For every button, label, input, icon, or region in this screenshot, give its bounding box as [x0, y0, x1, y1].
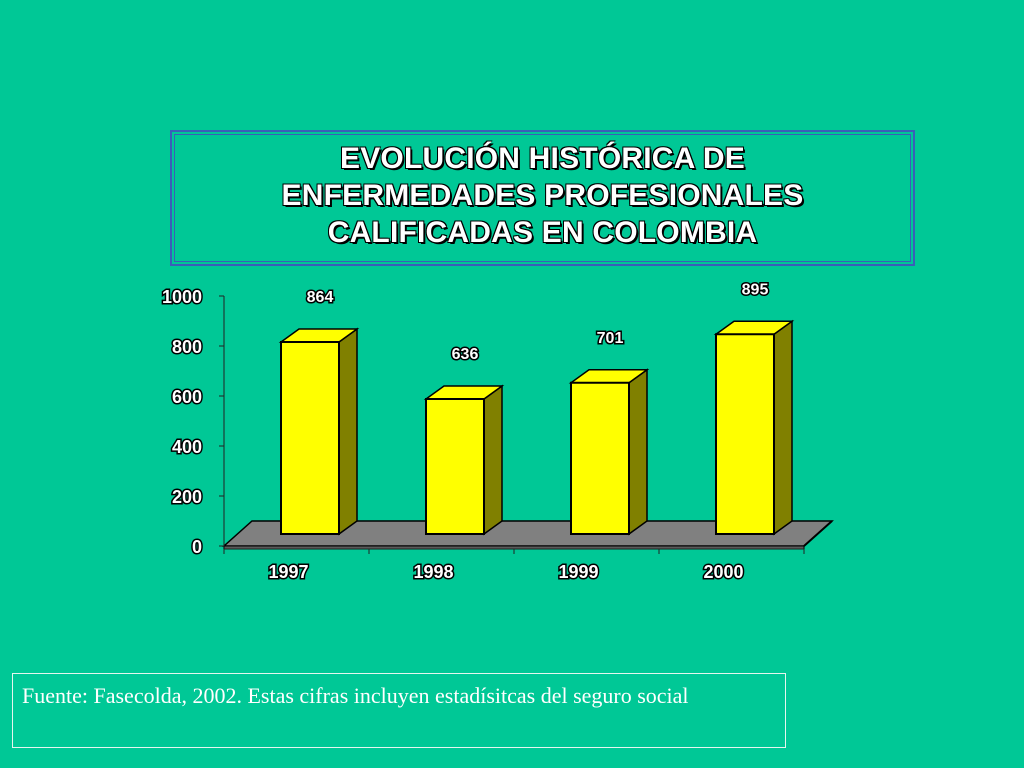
bar-chart: 0 200 400 600 800 1000 864 1997 636 1998 701 1999 89… — [160, 280, 834, 584]
y-tick-label: 200 — [172, 487, 202, 507]
y-tick-label: 1000 — [162, 287, 202, 307]
data-label-1999: 701 — [597, 330, 624, 347]
y-tick-label: 400 — [172, 437, 202, 457]
bar-1999 — [570, 381, 630, 535]
bar-1998 — [425, 398, 485, 535]
x-tick-label-2000: 2000 — [703, 562, 743, 582]
bar-2000 — [715, 333, 775, 535]
bar-side-1998 — [483, 384, 503, 536]
chart-title: EVOLUCIÓN HISTÓRICA DE ENFERMEDADES PROF… — [170, 140, 915, 251]
y-tick-label: 600 — [172, 387, 202, 407]
title-frame — [170, 130, 915, 266]
bar-side-1997 — [338, 327, 358, 536]
chart-floor-right-edge — [803, 520, 833, 547]
chart-title-line-1: EVOLUCIÓN HISTÓRICA DE — [340, 142, 745, 175]
x-tick-label-1998: 1998 — [413, 562, 453, 582]
source-text: Fuente: Fasecolda, 2002. Estas cifras in… — [22, 683, 689, 708]
chart-title-line-3: CALIFICADAS EN COLOMBIA — [327, 216, 758, 249]
x-tick-label-1999: 1999 — [558, 562, 598, 582]
y-tick-label: 800 — [172, 337, 202, 357]
bar-side-2000 — [773, 319, 793, 536]
chart-title-line-2: ENFERMEDADES PROFESIONALES — [281, 179, 804, 212]
data-label-2000: 895 — [742, 281, 769, 298]
bar-side-1999 — [628, 368, 648, 536]
data-label-1998: 636 — [452, 346, 479, 363]
data-label-1997: 864 — [307, 289, 334, 306]
y-tick-label: 0 — [192, 537, 202, 557]
source-note: Fuente: Fasecolda, 2002. Estas cifras in… — [12, 673, 786, 748]
x-tick-label-1997: 1997 — [268, 562, 308, 582]
bar-1997 — [280, 341, 340, 535]
